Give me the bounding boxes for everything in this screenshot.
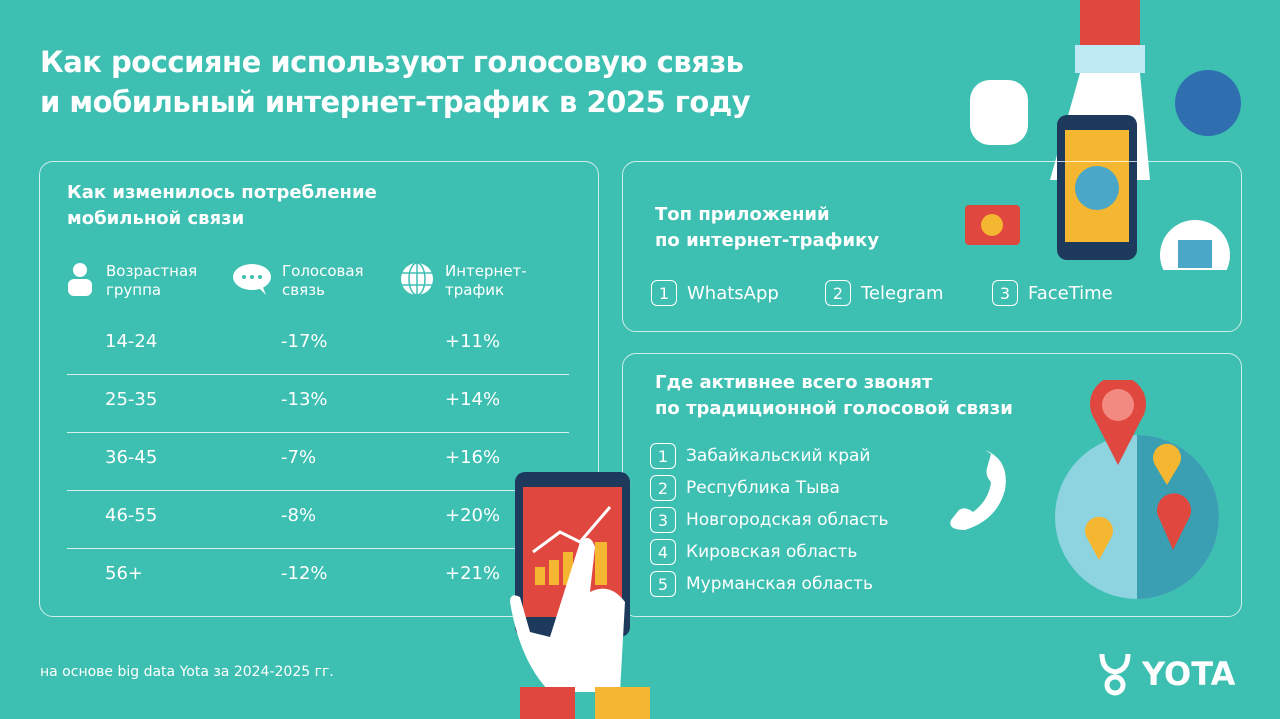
internet-cell: +14% (445, 389, 501, 410)
voice-cell: -8% (281, 505, 317, 526)
region-name: Забайкальский край (686, 446, 871, 466)
voice-cell: -7% (281, 447, 317, 468)
regions-title-2: по традиционной голосовой связи (655, 398, 1013, 419)
internet-cell: +21% (445, 563, 501, 584)
header-label: трафик (445, 281, 505, 299)
age-cell: 14-24 (105, 331, 158, 352)
app-name: WhatsApp (687, 282, 779, 304)
speech-bubble-icon (232, 262, 272, 296)
rank-badge: 3 (650, 507, 676, 533)
app-name: Telegram (861, 282, 944, 304)
hand-phone-illustration (965, 0, 1241, 270)
app-item: 3 FaceTime (992, 280, 1113, 306)
header-age: Возрастная группа (66, 262, 197, 300)
age-cell: 46-55 (105, 505, 158, 526)
voice-cell: -17% (281, 331, 328, 352)
region-name: Новгородская область (686, 510, 889, 530)
voice-cell: -12% (281, 563, 328, 584)
top-apps-title-1: Топ приложений (655, 204, 830, 225)
region-item: 5 Мурманская область (650, 571, 873, 597)
rank-badge: 1 (651, 280, 677, 306)
consumption-title-2: мобильной связи (67, 208, 245, 229)
rank-badge: 4 (650, 539, 676, 565)
footnote: на основе big data Yota за 2024-2025 гг. (40, 664, 334, 680)
header-internet: Интернет-трафик (399, 262, 527, 300)
consumption-panel (39, 161, 599, 617)
region-name: Мурманская область (686, 574, 873, 594)
voice-cell: -13% (281, 389, 328, 410)
yota-logo-mark (1099, 653, 1131, 696)
internet-cell: +20% (445, 505, 501, 526)
age-cell: 36-45 (105, 447, 158, 468)
age-cell: 25-35 (105, 389, 158, 410)
header-label: связь (282, 281, 325, 299)
top-apps-title: Топ приложений по интернет-трафику (655, 202, 879, 254)
header-voice: Голосовая связь (232, 262, 364, 300)
consumption-title: Как изменилось потребление мобильной связ… (67, 180, 377, 232)
region-item: 3 Новгородская область (650, 507, 889, 533)
table-row: 46-55 -8% +20% (67, 491, 569, 549)
table-row: 36-45 -7% +16% (67, 433, 569, 491)
region-item: 4 Кировская область (650, 539, 857, 565)
header-label: Интернет- (445, 262, 527, 280)
rank-badge: 5 (650, 571, 676, 597)
internet-cell: +16% (445, 447, 501, 468)
top-apps-title-2: по интернет-трафику (655, 230, 880, 251)
table-row: 56+ -12% +21% (67, 549, 569, 607)
region-name: Кировская область (686, 542, 858, 562)
regions-title-1: Где активнее всего звонят (655, 372, 933, 393)
phone-handset-icon (950, 450, 1006, 530)
globe-with-pins-illustration (1055, 380, 1219, 599)
internet-cell: +11% (445, 331, 501, 352)
region-item: 1 Забайкальский край (650, 443, 870, 469)
page-title: Как россияне используют голосовую связь и… (40, 42, 751, 122)
rank-badge: 1 (650, 443, 676, 469)
header-label: группа (106, 281, 162, 299)
table-row: 14-24 -17% +11% (67, 317, 569, 375)
yota-logo: YOTA (1096, 650, 1235, 698)
consumption-title-1: Как изменилось потребление (67, 182, 377, 203)
header-label: Голосовая (282, 262, 364, 280)
region-item: 2 Республика Тыва (650, 475, 840, 501)
app-item: 2 Telegram (825, 280, 943, 306)
table-row: 25-35 -13% +14% (67, 375, 569, 433)
app-name: FaceTime (1028, 282, 1113, 304)
phone-chart-illustration (510, 472, 650, 719)
app-item: 1 WhatsApp (651, 280, 779, 306)
globe-icon (399, 262, 435, 296)
rank-badge: 3 (992, 280, 1018, 306)
person-icon (66, 262, 94, 296)
rank-badge: 2 (825, 280, 851, 306)
regions-title: Где активнее всего звонят по традиционной… (655, 370, 1013, 422)
region-name: Республика Тыва (686, 478, 840, 498)
age-cell: 56+ (105, 563, 143, 584)
rank-badge: 2 (650, 475, 676, 501)
header-label: Возрастная (106, 262, 198, 280)
title-line-2: и мобильный интернет-трафик в 2025 году (40, 85, 751, 119)
brand-name: YOTA (1142, 655, 1236, 693)
top-apps-panel (622, 161, 1242, 332)
title-line-1: Как россияне используют голосовую связь (40, 45, 744, 79)
